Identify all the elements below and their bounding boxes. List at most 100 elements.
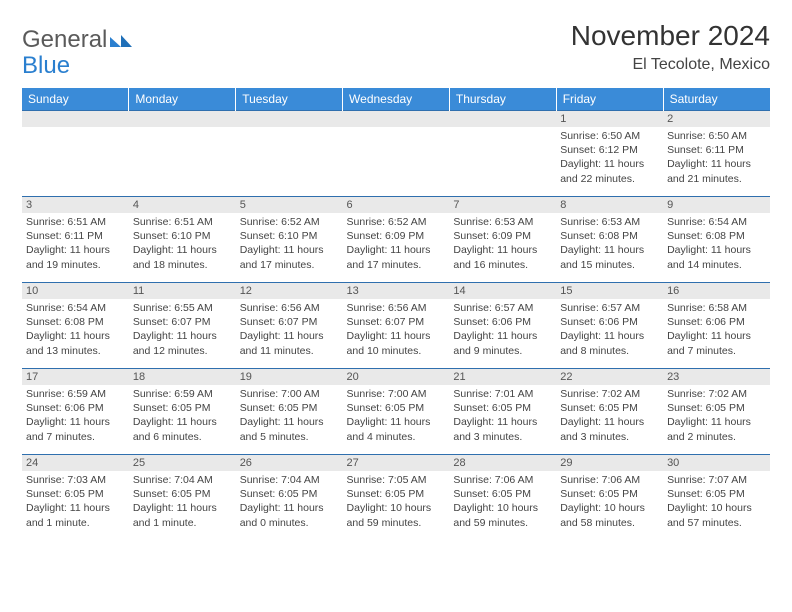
sunrise-text: Sunrise: 7:02 AM [667, 387, 766, 401]
daylight-text: Daylight: 11 hours [26, 329, 125, 343]
month-title: November 2024 [571, 20, 770, 52]
weekday-header: Thursday [449, 88, 556, 111]
daylight-text: and 3 minutes. [453, 430, 552, 444]
sunrise-text: Sunrise: 6:53 AM [453, 215, 552, 229]
daylight-text: Daylight: 10 hours [560, 501, 659, 515]
daylight-text: Daylight: 11 hours [560, 157, 659, 171]
brand-mark-icon [110, 29, 132, 52]
day-number: 6 [343, 197, 450, 213]
daylight-text: Daylight: 11 hours [667, 329, 766, 343]
daylight-text: and 17 minutes. [347, 258, 446, 272]
calendar-cell: 5Sunrise: 6:52 AMSunset: 6:10 PMDaylight… [236, 197, 343, 283]
calendar-cell [129, 111, 236, 197]
calendar-week-row: 10Sunrise: 6:54 AMSunset: 6:08 PMDayligh… [22, 283, 770, 369]
daylight-text: Daylight: 11 hours [347, 243, 446, 257]
calendar-cell [343, 111, 450, 197]
day-info: Sunrise: 6:59 AMSunset: 6:06 PMDaylight:… [22, 385, 129, 448]
day-number: 27 [343, 455, 450, 471]
day-info: Sunrise: 6:54 AMSunset: 6:08 PMDaylight:… [663, 213, 770, 276]
daylight-text: Daylight: 11 hours [453, 243, 552, 257]
calendar-cell: 14Sunrise: 6:57 AMSunset: 6:06 PMDayligh… [449, 283, 556, 369]
daylight-text: Daylight: 11 hours [133, 501, 232, 515]
sunrise-text: Sunrise: 6:57 AM [453, 301, 552, 315]
calendar-table: SundayMondayTuesdayWednesdayThursdayFrid… [22, 88, 770, 541]
daylight-text: Daylight: 11 hours [453, 415, 552, 429]
day-number: 28 [449, 455, 556, 471]
daylight-text: and 2 minutes. [667, 430, 766, 444]
day-number: 13 [343, 283, 450, 299]
day-info: Sunrise: 6:52 AMSunset: 6:09 PMDaylight:… [343, 213, 450, 276]
daylight-text: Daylight: 11 hours [560, 243, 659, 257]
day-info: Sunrise: 6:59 AMSunset: 6:05 PMDaylight:… [129, 385, 236, 448]
sunrise-text: Sunrise: 6:52 AM [347, 215, 446, 229]
calendar-cell: 29Sunrise: 7:06 AMSunset: 6:05 PMDayligh… [556, 455, 663, 541]
daylight-text: Daylight: 11 hours [133, 243, 232, 257]
calendar-cell: 20Sunrise: 7:00 AMSunset: 6:05 PMDayligh… [343, 369, 450, 455]
sunrise-text: Sunrise: 7:05 AM [347, 473, 446, 487]
day-number: 16 [663, 283, 770, 299]
day-number: 12 [236, 283, 343, 299]
daylight-text: and 3 minutes. [560, 430, 659, 444]
calendar-cell: 2Sunrise: 6:50 AMSunset: 6:11 PMDaylight… [663, 111, 770, 197]
day-info: Sunrise: 7:02 AMSunset: 6:05 PMDaylight:… [663, 385, 770, 448]
sunrise-text: Sunrise: 6:56 AM [240, 301, 339, 315]
calendar-cell: 7Sunrise: 6:53 AMSunset: 6:09 PMDaylight… [449, 197, 556, 283]
day-number: 4 [129, 197, 236, 213]
daylight-text: and 10 minutes. [347, 344, 446, 358]
location: El Tecolote, Mexico [571, 56, 770, 74]
daylight-text: Daylight: 11 hours [26, 501, 125, 515]
sunset-text: Sunset: 6:08 PM [26, 315, 125, 329]
day-info: Sunrise: 6:58 AMSunset: 6:06 PMDaylight:… [663, 299, 770, 362]
sunset-text: Sunset: 6:06 PM [667, 315, 766, 329]
calendar-week-row: 1Sunrise: 6:50 AMSunset: 6:12 PMDaylight… [22, 111, 770, 197]
sunrise-text: Sunrise: 6:50 AM [667, 129, 766, 143]
day-info: Sunrise: 6:53 AMSunset: 6:08 PMDaylight:… [556, 213, 663, 276]
sunrise-text: Sunrise: 6:59 AM [26, 387, 125, 401]
day-number: 2 [663, 111, 770, 127]
calendar-head: SundayMondayTuesdayWednesdayThursdayFrid… [22, 88, 770, 111]
daylight-text: Daylight: 10 hours [667, 501, 766, 515]
calendar-body: 1Sunrise: 6:50 AMSunset: 6:12 PMDaylight… [22, 111, 770, 541]
day-number: 3 [22, 197, 129, 213]
daylight-text: and 57 minutes. [667, 516, 766, 530]
daylight-text: and 58 minutes. [560, 516, 659, 530]
day-number-empty [343, 111, 450, 127]
sunrise-text: Sunrise: 6:53 AM [560, 215, 659, 229]
day-info: Sunrise: 6:51 AMSunset: 6:11 PMDaylight:… [22, 213, 129, 276]
daylight-text: and 9 minutes. [453, 344, 552, 358]
sunset-text: Sunset: 6:06 PM [26, 401, 125, 415]
daylight-text: and 6 minutes. [133, 430, 232, 444]
daylight-text: and 1 minute. [133, 516, 232, 530]
weekday-header: Sunday [22, 88, 129, 111]
daylight-text: Daylight: 11 hours [240, 415, 339, 429]
calendar-cell: 12Sunrise: 6:56 AMSunset: 6:07 PMDayligh… [236, 283, 343, 369]
daylight-text: Daylight: 11 hours [667, 157, 766, 171]
day-info: Sunrise: 6:50 AMSunset: 6:12 PMDaylight:… [556, 127, 663, 190]
day-info: Sunrise: 7:01 AMSunset: 6:05 PMDaylight:… [449, 385, 556, 448]
daylight-text: and 12 minutes. [133, 344, 232, 358]
daylight-text: and 59 minutes. [453, 516, 552, 530]
sunrise-text: Sunrise: 6:56 AM [347, 301, 446, 315]
title-block: November 2024 El Tecolote, Mexico [571, 20, 770, 74]
day-info: Sunrise: 6:54 AMSunset: 6:08 PMDaylight:… [22, 299, 129, 362]
daylight-text: and 59 minutes. [347, 516, 446, 530]
sunrise-text: Sunrise: 6:51 AM [26, 215, 125, 229]
day-number: 17 [22, 369, 129, 385]
day-number: 22 [556, 369, 663, 385]
daylight-text: Daylight: 11 hours [560, 329, 659, 343]
sunrise-text: Sunrise: 6:51 AM [133, 215, 232, 229]
daylight-text: Daylight: 11 hours [667, 415, 766, 429]
weekday-header: Saturday [663, 88, 770, 111]
calendar-cell [236, 111, 343, 197]
brand-part2: Blue [22, 52, 70, 79]
daylight-text: and 21 minutes. [667, 172, 766, 186]
sunset-text: Sunset: 6:05 PM [26, 487, 125, 501]
sunset-text: Sunset: 6:05 PM [133, 487, 232, 501]
calendar-cell: 30Sunrise: 7:07 AMSunset: 6:05 PMDayligh… [663, 455, 770, 541]
sunset-text: Sunset: 6:05 PM [453, 487, 552, 501]
weekday-header: Tuesday [236, 88, 343, 111]
calendar-cell: 16Sunrise: 6:58 AMSunset: 6:06 PMDayligh… [663, 283, 770, 369]
daylight-text: Daylight: 11 hours [347, 415, 446, 429]
sunset-text: Sunset: 6:05 PM [560, 401, 659, 415]
sunset-text: Sunset: 6:09 PM [453, 229, 552, 243]
